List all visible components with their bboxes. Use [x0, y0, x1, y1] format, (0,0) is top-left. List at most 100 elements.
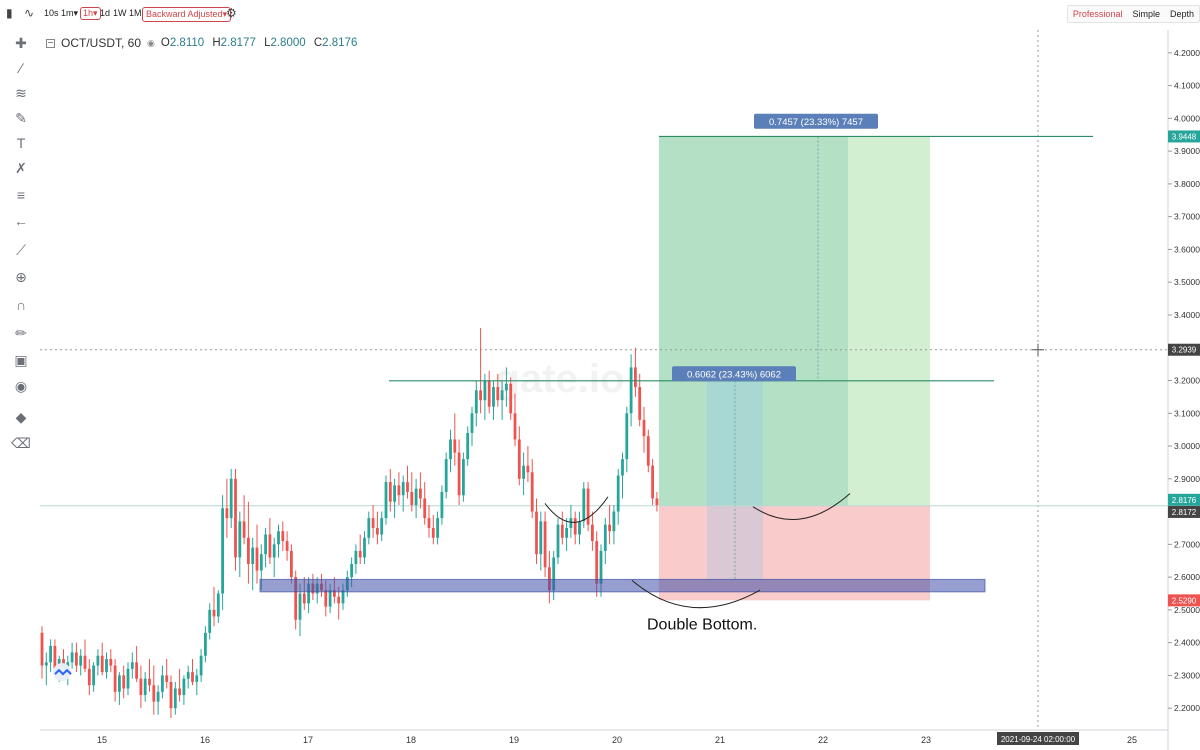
price-chart[interactable]: gate.io 4.2000 4.1000 4.0000 3.9000 3.8000 3.7…	[0, 30, 1200, 750]
y-tick-label: 3.1000	[1174, 408, 1200, 418]
measure-label-1: 0.6062 (23.43%) 6062	[687, 369, 781, 380]
candle	[272, 537, 276, 578]
back-arrow-icon[interactable]: ←	[14, 213, 28, 229]
candle	[247, 501, 250, 584]
candle	[625, 406, 629, 473]
candle	[130, 652, 134, 679]
candle-body	[380, 518, 384, 535]
candle-body	[255, 547, 259, 571]
tab-simple[interactable]: Simple	[1132, 9, 1160, 19]
candle	[444, 452, 448, 499]
candle-body	[444, 459, 448, 492]
candle-body	[466, 432, 470, 460]
price-tag-bg	[1168, 493, 1200, 506]
candle	[208, 603, 212, 640]
candle	[169, 675, 173, 718]
candle-body	[139, 678, 143, 696]
candle	[603, 518, 607, 564]
interval-10s[interactable]: 10s	[44, 8, 59, 18]
candle-body	[522, 465, 525, 479]
prediction-tool-icon[interactable]: ≡	[16, 187, 26, 203]
x-tick-label: 16	[200, 735, 210, 745]
chart-settings-icon[interactable]: ◉	[147, 37, 155, 48]
candle-body	[509, 383, 513, 414]
candle-body	[83, 655, 87, 669]
y-tick-label: 2.9000	[1174, 474, 1200, 484]
candle-body	[40, 632, 44, 666]
candle	[358, 534, 362, 564]
candle-body	[290, 550, 293, 578]
candle-body	[70, 652, 74, 663]
candle-body	[608, 524, 611, 532]
lock-drawing-icon[interactable]: ✏	[15, 324, 27, 341]
candle	[161, 665, 164, 699]
trend-line-icon[interactable]: ∕	[19, 60, 23, 76]
tab-professional[interactable]: Professional	[1072, 9, 1123, 19]
lock-icon[interactable]: ▣	[14, 351, 28, 368]
candle	[612, 505, 616, 545]
y-tick-label: 2.6000	[1174, 572, 1200, 582]
candle	[638, 373, 642, 427]
pattern-curve-1	[544, 496, 609, 523]
y-tick-label: 3.6000	[1174, 244, 1200, 254]
candle	[431, 514, 435, 545]
candle-body	[350, 563, 353, 578]
candle	[44, 652, 48, 686]
interval-1d[interactable]: 1d	[100, 8, 111, 18]
settings-gear-icon[interactable]: ⚙	[226, 6, 237, 20]
candle	[182, 675, 186, 705]
candle	[410, 472, 414, 512]
candle	[492, 380, 495, 420]
candle-body	[548, 567, 551, 591]
candle-body	[414, 488, 418, 506]
candle	[255, 524, 259, 584]
candle	[92, 662, 95, 692]
pattern-tool-icon[interactable]: ✗	[15, 159, 27, 176]
candle-body	[358, 550, 362, 558]
candle	[337, 586, 341, 620]
interval-1h[interactable]: 1h▾	[80, 7, 101, 20]
candle	[100, 642, 104, 676]
indicators-icon[interactable]: ∿	[24, 6, 35, 20]
candle	[582, 482, 586, 528]
candlestick-type-icon[interactable]: ▮	[6, 6, 13, 20]
candle	[651, 459, 654, 506]
crosshair-icon[interactable]: ✚	[15, 34, 27, 51]
interval-1m-month[interactable]: 1M	[129, 8, 142, 18]
candle-body	[204, 632, 207, 656]
layers-icon[interactable]: ◆	[15, 408, 27, 425]
collapse-legend-icon[interactable]: −	[46, 37, 55, 49]
candle	[152, 665, 156, 715]
candle-body	[234, 478, 237, 558]
adjust-dropdown[interactable]: Backward Adjusted▾	[142, 7, 232, 22]
candle	[251, 537, 255, 591]
candle	[621, 452, 624, 499]
candle-body	[87, 668, 91, 686]
brush-icon[interactable]: ✎	[15, 109, 27, 126]
interval-1m[interactable]: 1m▾	[61, 8, 79, 18]
candle	[543, 511, 547, 578]
candle	[535, 498, 538, 564]
tab-depth[interactable]: Depth	[1169, 9, 1194, 19]
crosshair-time-label: 2021-09-24 02:00:00	[1001, 735, 1076, 744]
y-tick-label: 4.1000	[1174, 81, 1200, 91]
candle-body	[152, 685, 156, 702]
crosshair-cursor	[1032, 343, 1044, 356]
x-tick-label: 18	[406, 735, 416, 745]
trash-icon[interactable]: ⌫	[11, 434, 31, 451]
text-tool-icon[interactable]: T	[16, 135, 26, 151]
candle-body	[208, 609, 212, 633]
candle-body	[393, 485, 396, 502]
fib-tool-icon[interactable]: ≋	[15, 84, 27, 101]
visibility-eye-icon[interactable]: ◉	[14, 377, 28, 394]
candle	[530, 459, 534, 519]
candle-body	[216, 593, 220, 617]
interval-1w[interactable]: 1W	[113, 8, 127, 18]
y-tick-label: 2.2000	[1174, 703, 1200, 713]
candle	[165, 659, 169, 689]
magnet-icon[interactable]: ∩	[15, 297, 27, 313]
ruler-icon[interactable]: ⟋	[16, 241, 26, 258]
candle	[204, 626, 207, 663]
zoom-in-icon[interactable]: ⊕	[15, 268, 27, 285]
candle-body	[307, 583, 310, 604]
